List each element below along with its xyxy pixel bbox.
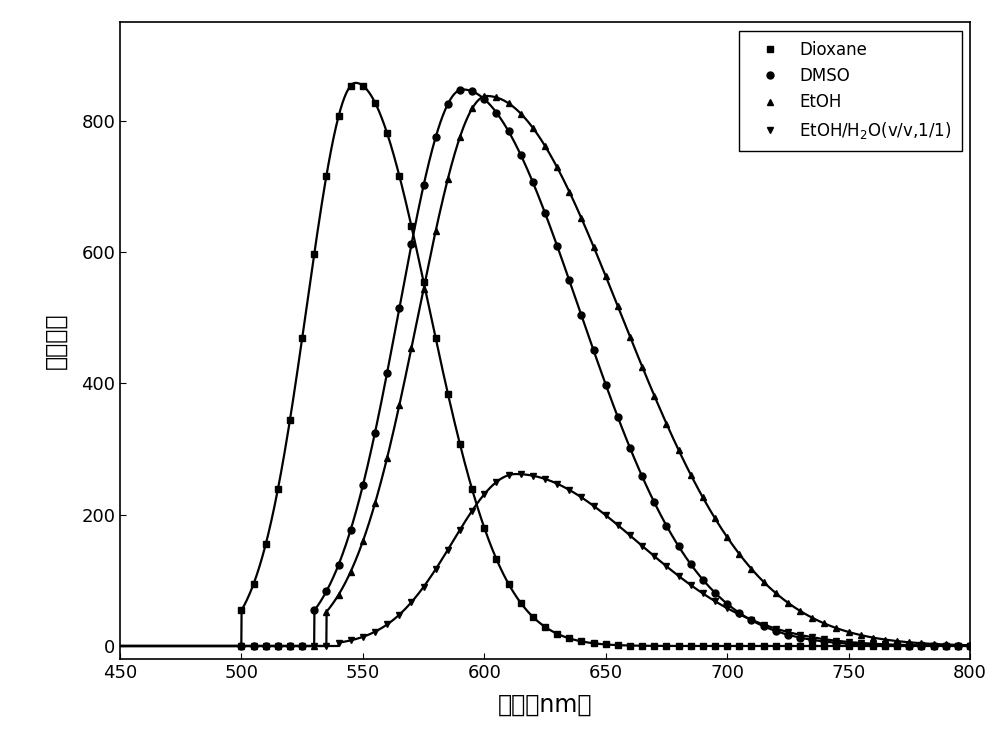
EtOH/H₂O(v/v,1/1): [636, 542, 648, 551]
DMSO: [964, 641, 976, 650]
EtOH/H₂O(v/v,1/1): [381, 620, 393, 629]
Dioxane: [964, 641, 976, 650]
DMSO: [405, 240, 417, 249]
EtOH: [503, 99, 515, 108]
Line: DMSO: DMSO: [238, 86, 973, 649]
Y-axis label: 荧光强度: 荧光强度: [43, 312, 67, 369]
Line: EtOH/H₂O(v/v,1/1): EtOH/H₂O(v/v,1/1): [238, 470, 973, 649]
EtOH: [235, 641, 247, 650]
Dioxane: [418, 277, 430, 286]
DMSO: [636, 472, 648, 481]
Dioxane: [636, 641, 648, 650]
EtOH: [964, 640, 976, 649]
EtOH: [685, 470, 697, 479]
EtOH/H₂O(v/v,1/1): [515, 470, 527, 479]
EtOH: [636, 362, 648, 371]
EtOH/H₂O(v/v,1/1): [879, 640, 891, 649]
DMSO: [685, 560, 697, 568]
Dioxane: [393, 171, 405, 180]
EtOH/H₂O(v/v,1/1): [964, 641, 976, 650]
Line: EtOH: EtOH: [238, 93, 973, 649]
DMSO: [235, 641, 247, 650]
Dioxane: [879, 641, 891, 650]
DMSO: [454, 85, 466, 94]
Dioxane: [235, 606, 247, 615]
DMSO: [503, 127, 515, 136]
EtOH: [879, 635, 891, 644]
Dioxane: [503, 580, 515, 589]
Legend: Dioxane, DMSO, EtOH, EtOH/H$_2$O(v/v,1/1): Dioxane, DMSO, EtOH, EtOH/H$_2$O(v/v,1/1…: [739, 31, 962, 151]
EtOH/H₂O(v/v,1/1): [235, 641, 247, 650]
DMSO: [879, 640, 891, 649]
EtOH/H₂O(v/v,1/1): [405, 598, 417, 607]
Line: Dioxane: Dioxane: [238, 82, 973, 649]
EtOH/H₂O(v/v,1/1): [490, 478, 502, 487]
DMSO: [381, 368, 393, 377]
Dioxane: [345, 81, 357, 90]
Dioxane: [685, 641, 697, 650]
EtOH/H₂O(v/v,1/1): [685, 580, 697, 589]
X-axis label: 波长（nm）: 波长（nm）: [498, 693, 592, 717]
EtOH: [478, 92, 490, 101]
EtOH: [381, 453, 393, 462]
EtOH: [405, 344, 417, 353]
